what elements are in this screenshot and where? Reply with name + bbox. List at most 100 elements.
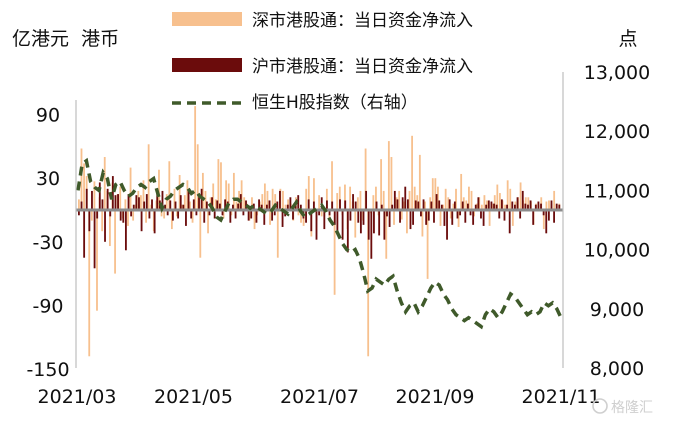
bar-sh	[391, 204, 394, 210]
bar-sh	[135, 195, 138, 210]
bar-sh	[299, 204, 302, 210]
bar-sz	[480, 204, 483, 210]
bar-sz	[176, 210, 178, 217]
bar-sh	[331, 201, 334, 210]
bar-sh	[456, 210, 459, 219]
left-tick-label: -30	[32, 232, 63, 254]
bar-sz	[400, 210, 403, 220]
bar-sh	[104, 210, 106, 242]
bar-sz	[344, 184, 346, 210]
watermark: 格隆汇	[592, 398, 653, 416]
bar-sh	[91, 190, 93, 210]
bar-sz	[163, 210, 166, 219]
bar-sz	[129, 167, 132, 210]
bar-sh	[237, 203, 240, 210]
bar-sh	[130, 210, 133, 217]
bar-sh	[96, 210, 99, 219]
bar-sh	[250, 210, 253, 219]
bar-sh	[420, 210, 422, 217]
bar-sz	[496, 184, 499, 210]
bar-sz	[462, 197, 465, 210]
bar-sh	[221, 210, 224, 216]
bar-sh	[195, 210, 198, 216]
bar-sz	[553, 190, 556, 210]
bar-sh	[312, 201, 315, 210]
bar-sz	[214, 199, 217, 210]
bar-sz	[207, 210, 209, 234]
right-axis-unit: 点	[618, 28, 637, 50]
bar-sh	[547, 210, 550, 221]
right-axis: 13,000 12,000 11,000 10,000 9,000 8,000	[584, 62, 650, 380]
bar-sz	[449, 210, 452, 219]
bar-sh	[166, 210, 169, 216]
bar-sz	[457, 210, 460, 227]
bar-sh	[119, 210, 122, 221]
bar-sz	[124, 199, 127, 210]
bar-sh	[519, 210, 522, 219]
bar-sh	[480, 210, 482, 219]
bar-sh	[336, 210, 339, 232]
right-tick-label: 11,000	[584, 180, 650, 202]
bar-sh	[111, 176, 114, 210]
bar-sh	[524, 203, 527, 210]
bar-sz	[444, 188, 447, 210]
bar-sh	[446, 210, 448, 240]
bar-sh	[117, 194, 119, 210]
bar-sh	[229, 210, 232, 223]
bar-sh	[305, 210, 307, 223]
bar-sh	[164, 204, 166, 210]
bar-sz	[103, 157, 106, 210]
bar-sh	[521, 190, 524, 210]
bar-sh	[498, 210, 501, 219]
bar-sh	[101, 199, 104, 210]
bar-sh	[527, 204, 529, 210]
bar-sz	[320, 210, 323, 217]
bar-sh	[380, 204, 383, 210]
bar-sh	[114, 195, 117, 210]
bar-sz	[168, 161, 171, 210]
bar-sh	[532, 210, 535, 225]
bar-sh	[383, 210, 386, 240]
bar-sh	[143, 201, 146, 210]
bar-sh	[318, 210, 321, 216]
bar-sz	[387, 141, 390, 210]
bar-sz	[189, 201, 191, 210]
bar-sh	[461, 201, 464, 210]
bar-sz	[108, 210, 111, 247]
bar-sh	[169, 200, 172, 210]
bar-sz	[78, 199, 80, 210]
bar-sh	[138, 197, 140, 210]
bar-sh	[328, 210, 331, 216]
bar-sh	[151, 199, 153, 210]
bar-sh	[276, 201, 279, 210]
series-sz-bars	[78, 106, 561, 357]
bar-sh	[182, 204, 185, 210]
bar-sz	[253, 210, 256, 230]
bar-sz	[201, 172, 204, 210]
bar-sh	[469, 210, 472, 216]
bar-sh	[365, 190, 368, 210]
bar-sz	[359, 190, 362, 210]
bar-sz	[145, 210, 147, 223]
bar-sz	[418, 154, 421, 210]
legend-label-sz: 深市港股通：当日资金净流入	[252, 11, 473, 31]
bar-sz	[147, 144, 150, 210]
bar-sh	[153, 210, 156, 234]
bar-sz	[519, 182, 522, 210]
bar-sz	[93, 181, 96, 210]
x-tick-label: 2021/07	[280, 386, 359, 408]
bar-sh	[508, 210, 511, 234]
bar-sz	[398, 190, 401, 210]
bar-sz	[139, 195, 142, 210]
bar-sh	[263, 210, 266, 225]
bar-sz	[542, 210, 545, 230]
bar-sz	[220, 162, 222, 210]
bar-sz	[199, 210, 202, 258]
bar-sz	[452, 203, 455, 210]
bar-sz	[114, 210, 116, 274]
legend: 深市港股通：当日资金净流入 沪市港股通：当日资金净流入 恒生H股指数（右轴）	[172, 11, 473, 113]
bar-sh	[232, 204, 234, 210]
bar-sz	[83, 163, 85, 210]
bar-sh	[294, 203, 297, 210]
bar-sz	[429, 197, 432, 210]
